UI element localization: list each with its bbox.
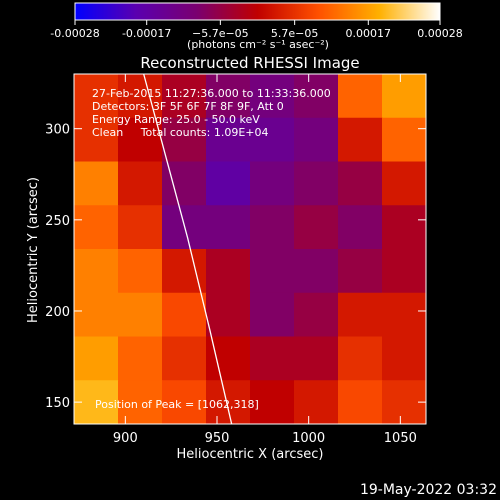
colorbar-gradient	[74, 2, 441, 21]
heatmap-cell	[118, 161, 163, 206]
solar-limb-curve	[143, 74, 233, 424]
heatmap-cell	[74, 249, 119, 294]
colorbar-tick-label: 0.00028	[417, 27, 463, 40]
heatmap-cell	[118, 336, 163, 381]
heatmap-cell	[338, 117, 383, 162]
heatmap-cell	[294, 74, 339, 119]
colorbar-label: (photons cm⁻² s⁻¹ asec⁻²)	[187, 38, 329, 51]
colorbar-tick-label: −5.7e−05	[192, 27, 249, 40]
colorbar-tick-label: -0.00017	[122, 27, 171, 40]
colorbar-ticks: -0.00028 -0.00017 −5.7e−05 5.7e−05 0.00017 0.…	[50, 20, 463, 40]
heatmap-cell	[338, 161, 383, 206]
heatmap-cell	[74, 205, 119, 250]
heatmap-cell	[250, 117, 295, 162]
heatmap-cell	[206, 380, 251, 424]
heatmap-cell	[250, 161, 295, 206]
y-tick-label: 200	[45, 305, 70, 320]
heatmap-cell	[250, 336, 295, 381]
heatmap-cell	[206, 74, 251, 119]
heatmap-cell	[338, 249, 383, 294]
heatmap-cell	[382, 74, 426, 119]
heatmap-cell	[74, 117, 119, 162]
heatmap-cell	[338, 74, 383, 119]
heatmap-cell	[382, 161, 426, 206]
heatmap-cell	[206, 249, 251, 294]
annotation-time: 27-Feb-2015 11:27:36.000 to 11:33:36.000	[92, 87, 331, 100]
heatmap-cell	[294, 336, 339, 381]
annotation-clean: Clean Total counts: 1.09E+04	[92, 126, 269, 139]
heatmap-cell	[382, 205, 426, 250]
heatmap-cell	[162, 336, 207, 381]
heatmap-cells	[74, 74, 426, 424]
heatmap-cell	[206, 205, 251, 250]
heatmap-cell	[250, 205, 295, 250]
heatmap-cell	[382, 249, 426, 294]
x-tick-label: 950	[205, 431, 230, 446]
heatmap-cell	[338, 292, 383, 337]
heatmap-cell	[162, 74, 207, 119]
annotation-block: 27-Feb-2015 11:27:36.000 to 11:33:36.000…	[92, 87, 331, 139]
heatmap-cell	[294, 161, 339, 206]
colorbar-tick-label: 0.00017	[346, 27, 392, 40]
colorbar-tick-label: -0.00028	[50, 27, 99, 40]
heatmap-cell	[162, 292, 207, 337]
y-axis-ticks: 150 200 250 300	[45, 123, 426, 411]
heatmap-cell	[338, 205, 383, 250]
x-axis-ticks: 900 950 1000 1050	[113, 74, 417, 446]
heatmap-cell	[250, 74, 295, 119]
heatmap-cell	[382, 117, 426, 162]
annotation-detectors: Detectors: 3F 5F 6F 7F 8F 9F, Att 0	[92, 100, 284, 113]
footer-timestamp: 19-May-2022 03:32	[360, 482, 497, 498]
x-tick-label: 1000	[292, 431, 325, 446]
plot-area: 900 950 1000 1050 150 200 250 300	[45, 73, 427, 446]
y-tick-label: 150	[45, 396, 70, 411]
heatmap-cell	[118, 292, 163, 337]
y-tick-label: 250	[45, 214, 70, 229]
peak-position-label: Position of Peak = [1062,318]	[95, 398, 259, 411]
heatmap-cell	[294, 205, 339, 250]
heatmap-cell	[74, 292, 119, 337]
x-axis-label: Heliocentric X (arcsec)	[177, 447, 324, 462]
heatmap-cell	[382, 336, 426, 381]
colorbar: -0.00028 -0.00017 −5.7e−05 5.7e−05 0.00017 0.…	[50, 2, 463, 51]
heatmap-cell	[206, 161, 251, 206]
heatmap-cell	[382, 292, 426, 337]
heatmap-cell	[74, 161, 119, 206]
heatmap-cell	[206, 292, 251, 337]
heatmap-cell	[250, 249, 295, 294]
plot-frame	[73, 73, 427, 425]
heatmap-cell	[118, 249, 163, 294]
x-tick-label: 900	[113, 431, 138, 446]
heatmap-cell	[294, 380, 339, 424]
heatmap-cell	[162, 380, 207, 424]
annotation-energy: Energy Range: 25.0 - 50.0 keV	[92, 113, 260, 126]
chart-title: Reconstructed RHESSI Image	[140, 54, 359, 72]
heatmap-cell	[294, 249, 339, 294]
heatmap-cell	[250, 292, 295, 337]
y-axis-label: Heliocentric Y (arcsec)	[26, 177, 41, 323]
heatmap-cell	[74, 336, 119, 381]
colorbar-tick-label: 5.7e−05	[271, 27, 318, 40]
heatmap-cell	[74, 74, 119, 119]
heatmap-cell	[118, 117, 163, 162]
heatmap-cell	[206, 117, 251, 162]
heatmap-cell	[294, 117, 339, 162]
heatmap-cell	[162, 117, 207, 162]
heatmap-cell	[294, 292, 339, 337]
heatmap-cell	[118, 205, 163, 250]
y-tick-label: 300	[45, 123, 70, 138]
heatmap-cell	[338, 336, 383, 381]
heatmap-cell	[250, 380, 295, 424]
x-tick-label: 1050	[384, 431, 417, 446]
heatmap-cell	[338, 380, 383, 424]
